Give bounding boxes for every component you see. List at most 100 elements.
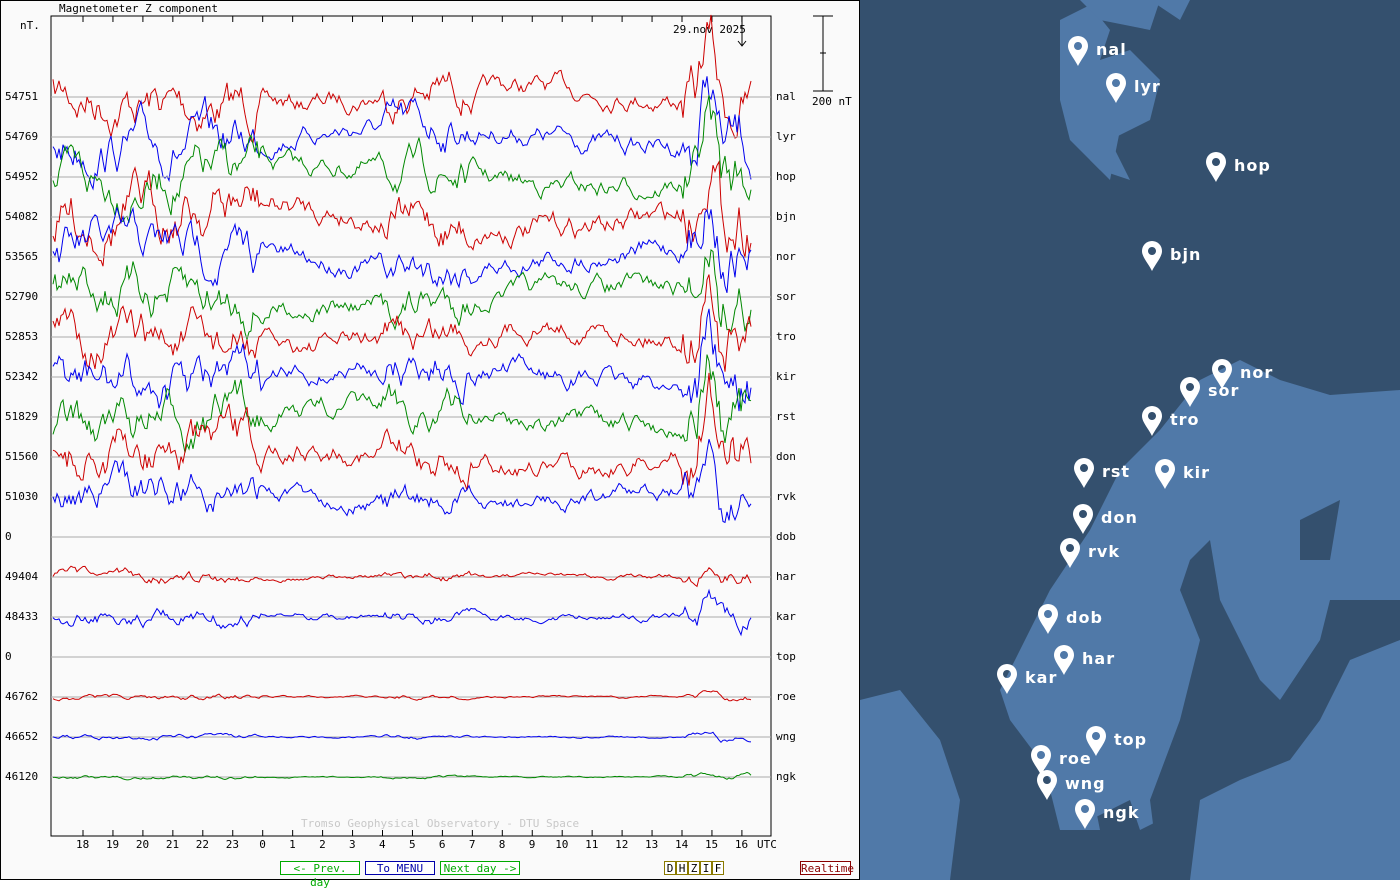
map-label-bjn[interactable]: bjn	[1170, 245, 1202, 264]
station-value-kar: 48433	[5, 610, 39, 623]
station-value-wng: 46652	[5, 730, 39, 743]
map-label-wng[interactable]: wng	[1065, 774, 1106, 793]
map-label-sor[interactable]: sor	[1208, 381, 1240, 400]
map-pin-icon-rvk[interactable]	[1060, 538, 1080, 568]
station-code-rvk: rvk	[776, 490, 796, 503]
component-i-button[interactable]: I	[700, 861, 712, 875]
map-label-lyr[interactable]: lyr	[1134, 77, 1161, 96]
station-code-wng: wng	[776, 730, 796, 743]
map-pin-icon-wng[interactable]	[1037, 770, 1057, 800]
map-label-dob[interactable]: dob	[1066, 608, 1103, 627]
x-tick-label: 22	[195, 838, 210, 851]
realtime-button[interactable]: Realtime	[800, 861, 854, 875]
map-pin-icon-nor[interactable]	[1212, 359, 1232, 389]
map-label-don[interactable]: don	[1101, 508, 1138, 527]
map-pin-icon-tro[interactable]	[1142, 406, 1162, 436]
station-code-tro: tro	[776, 330, 796, 343]
map-label-kar[interactable]: kar	[1025, 668, 1058, 687]
trace-tro	[52, 274, 752, 372]
station-value-har: 49404	[5, 570, 39, 583]
x-tick-label: 11	[585, 838, 599, 851]
x-tick-label: 15	[704, 838, 719, 851]
map-label-hop[interactable]: hop	[1234, 156, 1271, 175]
sea-inlets	[1150, 500, 1400, 880]
component-f-button[interactable]: F	[712, 861, 724, 875]
trace-rst	[52, 354, 752, 453]
map-pin-icon-kir[interactable]	[1155, 459, 1175, 489]
map-label-top[interactable]: top	[1114, 730, 1148, 749]
map-label-nor[interactable]: nor	[1240, 363, 1274, 382]
next-day-button[interactable]: Next day ->	[440, 861, 520, 875]
map-label-kir[interactable]: kir	[1183, 463, 1211, 482]
station-code-nor: nor	[776, 250, 796, 263]
station-value-rst: 51829	[5, 410, 39, 423]
x-tick-label: 13	[645, 838, 659, 851]
station-value-sor: 52790	[5, 290, 39, 303]
x-tick-label: 12	[615, 838, 629, 851]
x-tick-label: 19	[105, 838, 120, 851]
station-code-kir: kir	[776, 370, 796, 383]
menu-button[interactable]: To MENU	[365, 861, 435, 875]
x-tick-label: 0	[259, 838, 266, 851]
map-pin-icon-don[interactable]	[1073, 504, 1093, 534]
map-pin-icon-hop[interactable]	[1206, 152, 1226, 182]
x-tick-label: 3	[349, 838, 356, 851]
map-pin-icon-har[interactable]	[1054, 645, 1074, 675]
station-code-har: har	[776, 570, 796, 583]
scale-label: 200 nT	[812, 95, 852, 108]
map-pin-icon-rst[interactable]	[1074, 458, 1094, 488]
trace-nor	[52, 206, 752, 293]
station-value-top: 0	[5, 650, 12, 663]
station-code-don: don	[776, 450, 796, 463]
x-tick-label: 16	[734, 838, 749, 851]
x-tick-label: 21	[165, 838, 180, 851]
x-tick-label: 20	[135, 838, 150, 851]
station-value-tro: 52853	[5, 330, 39, 343]
x-tick-label: 18	[76, 838, 90, 851]
map-label-nal[interactable]: nal	[1096, 40, 1127, 59]
map-label-rst[interactable]: rst	[1102, 462, 1131, 481]
component-h-button[interactable]: H	[676, 861, 688, 875]
plot-frame	[50, 15, 772, 837]
station-value-roe: 46762	[5, 690, 39, 703]
map-pin-icon-dob[interactable]	[1038, 604, 1058, 634]
station-code-sor: sor	[776, 290, 796, 303]
x-unit: UTC	[757, 838, 777, 851]
station-value-ngk: 46120	[5, 770, 39, 783]
x-tick-label: 5	[408, 838, 416, 851]
map-pin-icon-kar[interactable]	[997, 664, 1017, 694]
map-label-rvk[interactable]: rvk	[1088, 542, 1120, 561]
component-d-button[interactable]: D	[664, 861, 676, 875]
x-tick-label: 7	[468, 838, 476, 851]
x-tick-label: 1	[289, 838, 296, 851]
station-value-rvk: 51030	[5, 490, 39, 503]
prev-day-button[interactable]: <- Prev. day	[280, 861, 360, 889]
map-pin-icon-nal[interactable]	[1068, 36, 1088, 66]
component-z-button[interactable]: Z	[688, 861, 700, 875]
map-pin-icon-top[interactable]	[1086, 726, 1106, 756]
station-value-kir: 52342	[5, 370, 39, 383]
map-pin-icon-bjn[interactable]	[1142, 241, 1162, 271]
map-pin-icon-lyr[interactable]	[1106, 73, 1126, 103]
station-value-bjn: 54082	[5, 210, 39, 223]
unit-label: nT.	[20, 19, 40, 32]
station-code-nal: nal	[776, 90, 796, 103]
station-value-dob: 0	[5, 530, 12, 543]
station-value-lyr: 54769	[5, 130, 39, 143]
date-label: 29.nov 2025	[673, 23, 746, 36]
map-label-ngk[interactable]: ngk	[1103, 803, 1140, 822]
map-label-har[interactable]: har	[1082, 649, 1116, 668]
map-pin-icon-roe[interactable]	[1031, 745, 1051, 775]
map-label-roe[interactable]: roe	[1059, 749, 1092, 768]
station-code-bjn: bjn	[776, 210, 796, 223]
map-pin-icon-ngk[interactable]	[1075, 799, 1095, 829]
map-label-tro[interactable]: tro	[1170, 410, 1200, 429]
magnetometer-plot-panel: Magnetometer Z component nT. 29.nov 2025…	[0, 0, 860, 880]
trace-kar	[52, 588, 752, 637]
station-code-dob: dob	[776, 530, 796, 543]
station-code-top: top	[776, 650, 796, 663]
trace-bjn	[52, 160, 752, 267]
station-value-don: 51560	[5, 450, 39, 463]
trace-ngk	[53, 771, 752, 781]
map-pin-icon-sor[interactable]	[1180, 377, 1200, 407]
